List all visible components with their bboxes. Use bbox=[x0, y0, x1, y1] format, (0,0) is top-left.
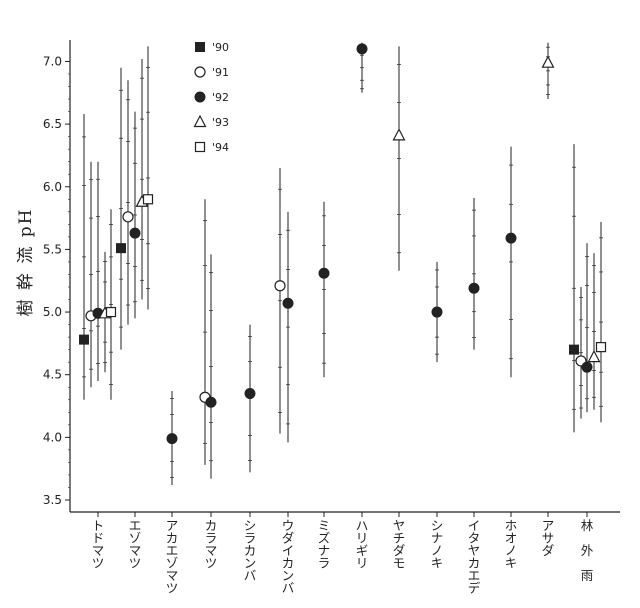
data-point bbox=[356, 43, 368, 55]
category-label: イタヤカエデ bbox=[468, 518, 481, 596]
data-point bbox=[122, 211, 134, 223]
category-label: エゾマツ bbox=[129, 518, 142, 571]
data-point bbox=[282, 297, 294, 309]
y-tick-label: 3.5 bbox=[43, 493, 62, 507]
category-label: ホオノキ bbox=[505, 518, 518, 571]
data-point bbox=[541, 55, 555, 68]
legend-label: '90 bbox=[212, 41, 229, 54]
data-point bbox=[581, 361, 593, 373]
data-point bbox=[116, 243, 126, 254]
category-label: ヤチダモ bbox=[393, 518, 406, 571]
data-point bbox=[431, 306, 443, 318]
category-label: シラカンバ bbox=[244, 518, 257, 583]
data-point bbox=[129, 227, 141, 239]
y-tick-label: 4.0 bbox=[43, 430, 62, 444]
data-point bbox=[205, 396, 217, 408]
data-point bbox=[166, 433, 178, 445]
legend-label: '93 bbox=[212, 116, 229, 129]
y-axis-label: 樹 幹 流 pH bbox=[15, 208, 36, 317]
legend-marker bbox=[194, 141, 206, 153]
legend-marker bbox=[194, 91, 206, 103]
data-point bbox=[505, 232, 517, 244]
data-point bbox=[274, 280, 286, 292]
legend: '90 '91 '92 '93 '94 bbox=[193, 41, 229, 154]
axes: 3.5 4.0 4.5 5.0 5.5 6.0 6.5 7.0 樹 幹 流 pH bbox=[15, 40, 620, 517]
data-point bbox=[79, 334, 89, 345]
y-tick-label: 4.5 bbox=[43, 368, 62, 382]
category-label: カラマツ bbox=[205, 518, 218, 571]
legend-marker bbox=[194, 66, 206, 78]
data-point bbox=[569, 344, 579, 355]
category-labels: トドマツ エゾマツ アカエゾマツ カラマツ シラカンバ ウダイカンバ ミズナラ ハリギリ ヤチダ… bbox=[92, 518, 594, 596]
category-label: ハリギリ bbox=[356, 518, 369, 571]
category-label: ミズナラ bbox=[318, 518, 331, 571]
data-markers bbox=[79, 43, 607, 445]
category-label: シナノキ bbox=[431, 518, 444, 571]
category-label: アカエゾマツ bbox=[166, 518, 179, 596]
y-tick-label: 6.0 bbox=[43, 180, 62, 194]
category-label: 林外雨 bbox=[581, 518, 594, 583]
legend-label: '92 bbox=[212, 91, 229, 104]
category-label: アサダ bbox=[542, 518, 555, 558]
error-bars bbox=[82, 42, 603, 485]
category-label: トドマツ bbox=[92, 518, 105, 571]
data-point bbox=[318, 267, 330, 279]
legend-marker bbox=[193, 114, 207, 128]
legend-label: '91 bbox=[212, 66, 229, 79]
data-point bbox=[595, 342, 607, 353]
data-point bbox=[587, 349, 601, 363]
category-label: ウダイカンバ bbox=[282, 518, 295, 596]
y-tick-label: 5.0 bbox=[43, 305, 62, 319]
data-point bbox=[142, 194, 154, 205]
y-tick-label: 7.0 bbox=[43, 54, 62, 68]
legend-label: '94 bbox=[212, 141, 229, 154]
data-point bbox=[468, 282, 480, 294]
data-point bbox=[244, 387, 256, 399]
y-tick-label: 6.5 bbox=[43, 117, 62, 131]
y-tick-label: 5.5 bbox=[43, 242, 62, 256]
data-point bbox=[392, 128, 406, 141]
legend-marker bbox=[195, 42, 205, 52]
data-point bbox=[105, 306, 117, 318]
